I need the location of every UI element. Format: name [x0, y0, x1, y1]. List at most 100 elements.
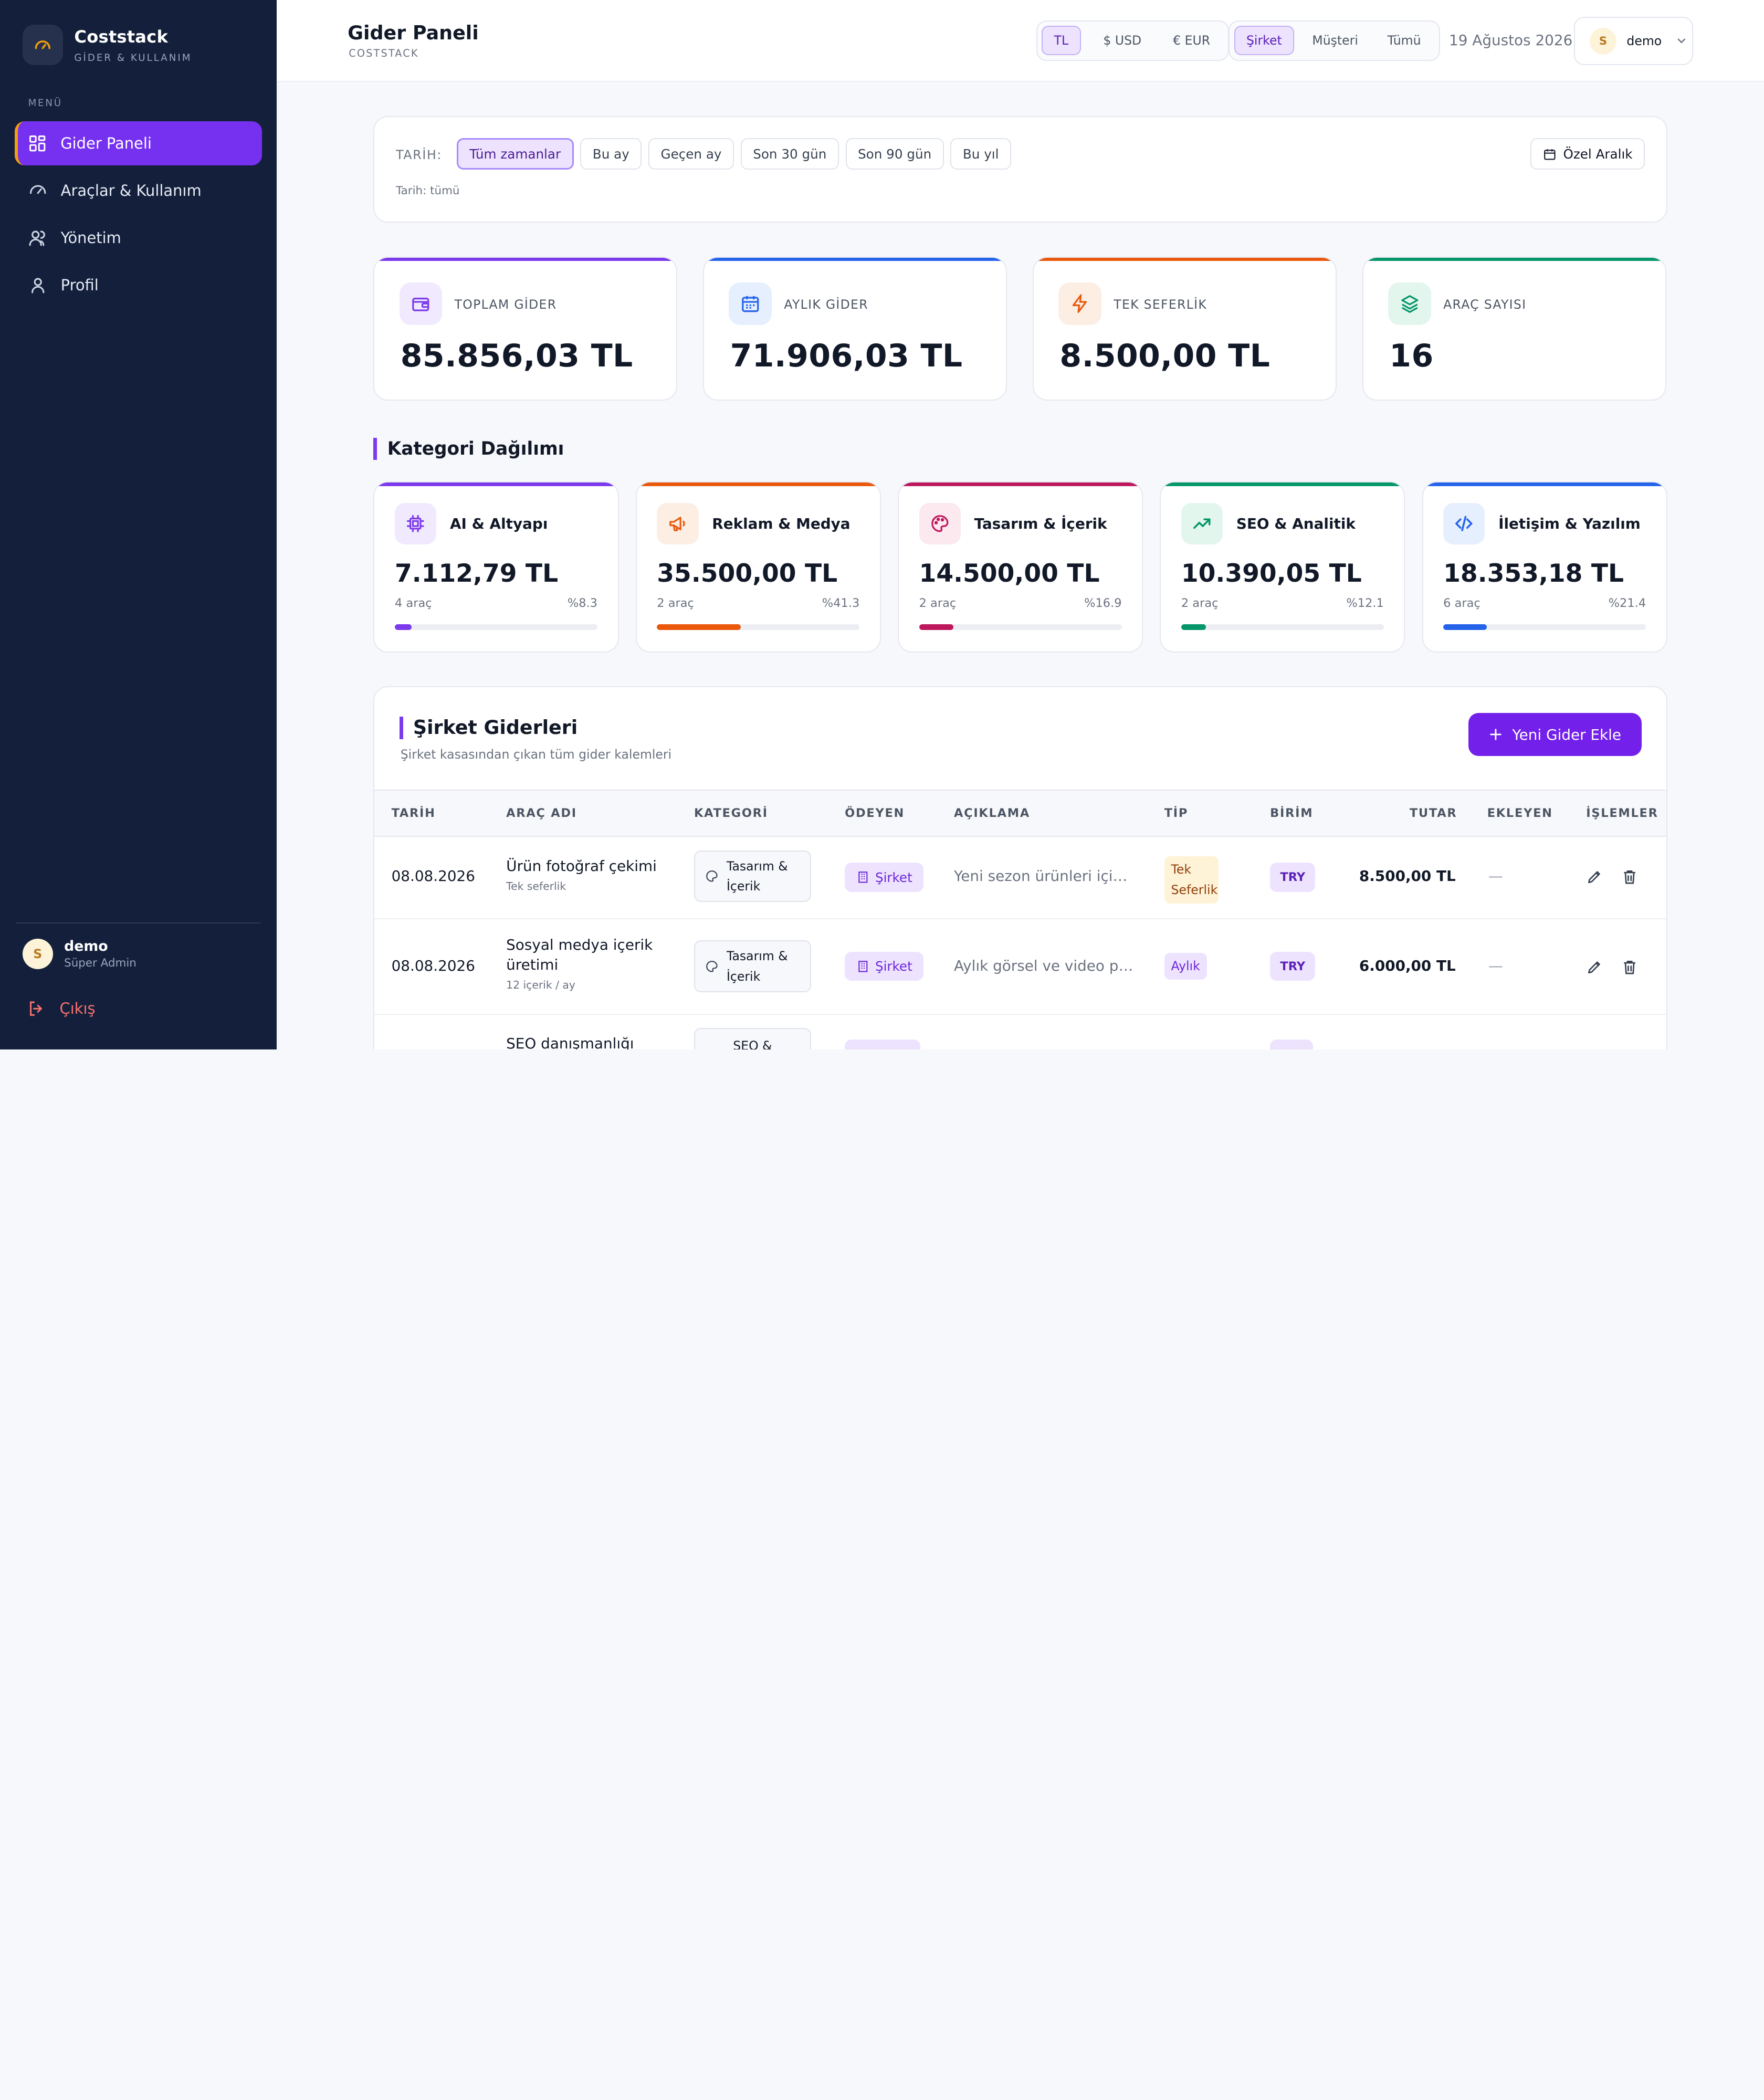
wallet-icon	[399, 282, 442, 326]
scope-all[interactable]: Tümü	[1387, 33, 1421, 48]
filter-all-time[interactable]: Tüm zamanlar	[456, 138, 574, 170]
column-header[interactable]: TİP	[1164, 806, 1189, 821]
category-progress-fill	[1181, 624, 1206, 630]
category-card-communication[interactable]: İletişim & Yazılım 18.353,18 TL 6 araç %…	[1422, 481, 1667, 653]
category-card-ads[interactable]: Reklam & Medya 35.500,00 TL 2 araç %41.3	[635, 481, 881, 653]
stat-value: 8.500,00 TL	[1059, 337, 1270, 374]
stat-accent-bar	[374, 257, 676, 261]
logout-button[interactable]: Çıkış	[27, 999, 96, 1018]
category-percent: %8.3	[567, 596, 597, 610]
row-category-label: Tasarım & İçerik	[726, 858, 788, 894]
row-actions	[1586, 868, 1656, 890]
sidebar-item-profile[interactable]: Profil	[15, 263, 262, 307]
stat-label: ARAÇ SAYISI	[1443, 297, 1527, 312]
filter-last-30-days[interactable]: Son 30 gün	[740, 138, 839, 170]
column-header[interactable]: EKLEYEN	[1487, 806, 1553, 821]
filter-last-month[interactable]: Geçen ay	[648, 138, 734, 170]
row-description: Yeni sezon ürünleri için st...	[953, 867, 1134, 885]
column-header[interactable]: ÖDEYEN	[845, 806, 905, 821]
row-payer: Şirket	[845, 951, 924, 981]
category-card-ai[interactable]: AI & Altyapı 7.112,79 TL 4 araç %8.3	[373, 481, 619, 653]
add-expense-button[interactable]: Yeni Gider Ekle	[1468, 713, 1642, 756]
user-icon	[31, 278, 44, 293]
filter-this-year[interactable]: Bu yıl	[950, 138, 1011, 170]
company-expenses-card: Şirket Giderleri Şirket kasasından çıkan…	[373, 686, 1667, 1050]
table-row[interactable]: 08.08.2026 Sosyal medya içerik üretimi 1…	[374, 919, 1666, 1015]
row-payer: Şirket	[845, 863, 924, 892]
row-category-label: SEO &	[733, 1038, 772, 1050]
category-amount: 35.500,00 TL	[657, 559, 838, 588]
expenses-title: Şirket Giderleri	[399, 716, 578, 739]
scope-company[interactable]: Şirket	[1234, 26, 1295, 55]
category-percent: %41.3	[822, 596, 860, 610]
column-header[interactable]: TUTAR	[1409, 806, 1457, 821]
table-header: TARİH ARAÇ ADI KATEGORİ ÖDEYEN AÇIKLAMA …	[374, 790, 1666, 837]
row-category: Tasarım & İçerik	[694, 940, 811, 992]
scope-customer[interactable]: Müşteri	[1312, 33, 1358, 48]
edit-button[interactable]	[1586, 868, 1603, 890]
category-card-design[interactable]: Tasarım & İçerik 14.500,00 TL 2 araç %16…	[898, 481, 1143, 653]
sidebar-item-dashboard[interactable]: Gider Paneli	[14, 121, 262, 165]
delete-button[interactable]	[1621, 959, 1638, 980]
dashboard-icon	[29, 135, 46, 152]
table-row[interactable]: 08.08.2026 Ürün fotoğraf çekimi Tek sefe…	[374, 837, 1666, 919]
row-amount: 6.000,00 TL	[1359, 957, 1456, 975]
sidebar-item-management[interactable]: Yönetim	[15, 216, 262, 260]
row-category: Tasarım & İçerik	[694, 850, 811, 902]
megaphone-icon	[657, 502, 699, 544]
category-progress-fill	[657, 624, 741, 630]
column-header[interactable]: AÇIKLAMA	[953, 806, 1030, 821]
stat-accent-bar	[704, 257, 1006, 261]
user-name: demo	[1626, 34, 1662, 49]
category-name: AI & Altyapı	[449, 515, 548, 533]
stat-card-one-time: TEK SEFERLİK 8.500,00 TL	[1033, 256, 1337, 401]
category-progress-fill	[394, 624, 412, 630]
row-tool-name: Ürün fotoğraf çekimi	[506, 857, 657, 875]
code-icon	[1443, 502, 1485, 544]
category-tool-count: 2 araç	[657, 596, 694, 610]
user-menu[interactable]: S demo	[1573, 17, 1693, 66]
delete-button[interactable]	[1621, 868, 1638, 890]
filter-this-month[interactable]: Bu ay	[580, 138, 642, 170]
brand-name: Coststack	[74, 26, 169, 47]
custom-range-button[interactable]: Özel Aralık	[1530, 138, 1645, 170]
edit-button[interactable]	[1586, 959, 1603, 980]
building-icon	[858, 872, 867, 883]
row-added-by: —	[1488, 957, 1503, 975]
users-icon	[29, 230, 45, 246]
category-accent-bar	[1161, 482, 1404, 486]
avatar: S	[1589, 27, 1617, 55]
row-added-by: —	[1488, 867, 1503, 885]
category-progress-fill	[919, 624, 953, 630]
currency-tl[interactable]: TL	[1042, 26, 1081, 55]
palette-icon	[706, 870, 718, 882]
stat-accent-bar	[1034, 257, 1336, 261]
table-row[interactable]: SEO danışmanlığı SEO &	[374, 1015, 1666, 1050]
row-tool: Ürün fotoğraf çekimi Tek seferlik	[506, 856, 657, 892]
category-amount: 7.112,79 TL	[394, 559, 559, 588]
stat-card-monthly: AYLIK GİDER 71.906,03 TL	[703, 256, 1007, 401]
row-description: Aylık görsel ve video paketi	[953, 957, 1134, 975]
column-header[interactable]: ARAÇ ADI	[506, 806, 577, 821]
stat-card-total: TOPLAM GİDER 85.856,03 TL	[373, 256, 677, 401]
currency-usd[interactable]: $ USD	[1103, 33, 1142, 48]
row-unit-badge	[1270, 1039, 1313, 1050]
filter-last-90-days[interactable]: Son 90 gün	[845, 138, 944, 170]
lightning-icon	[1058, 282, 1101, 326]
column-header[interactable]: TARİH	[391, 806, 436, 821]
category-tool-count: 4 araç	[394, 596, 432, 610]
palette-icon	[919, 502, 961, 544]
column-header[interactable]: KATEGORİ	[694, 806, 768, 821]
avatar: S	[22, 939, 53, 970]
category-card-seo[interactable]: SEO & Analitik 10.390,05 TL 2 araç %12.1	[1160, 481, 1405, 653]
category-tool-count: 6 araç	[1443, 596, 1480, 610]
currency-eur[interactable]: € EUR	[1173, 33, 1211, 48]
column-header[interactable]: BİRİM	[1270, 806, 1314, 821]
category-progress	[394, 624, 597, 630]
row-tool-sub: 12 içerik / ay	[506, 979, 575, 992]
sidebar: Coststack GİDER & KULLANIM MENÜ Gider Pa…	[0, 0, 277, 1050]
plus-icon	[1490, 729, 1502, 740]
stat-card-tool-count: ARAÇ SAYISI 16	[1362, 256, 1666, 401]
row-payer-label: Şirket	[875, 959, 912, 974]
sidebar-item-tools[interactable]: Araçlar & Kullanım	[15, 169, 262, 213]
